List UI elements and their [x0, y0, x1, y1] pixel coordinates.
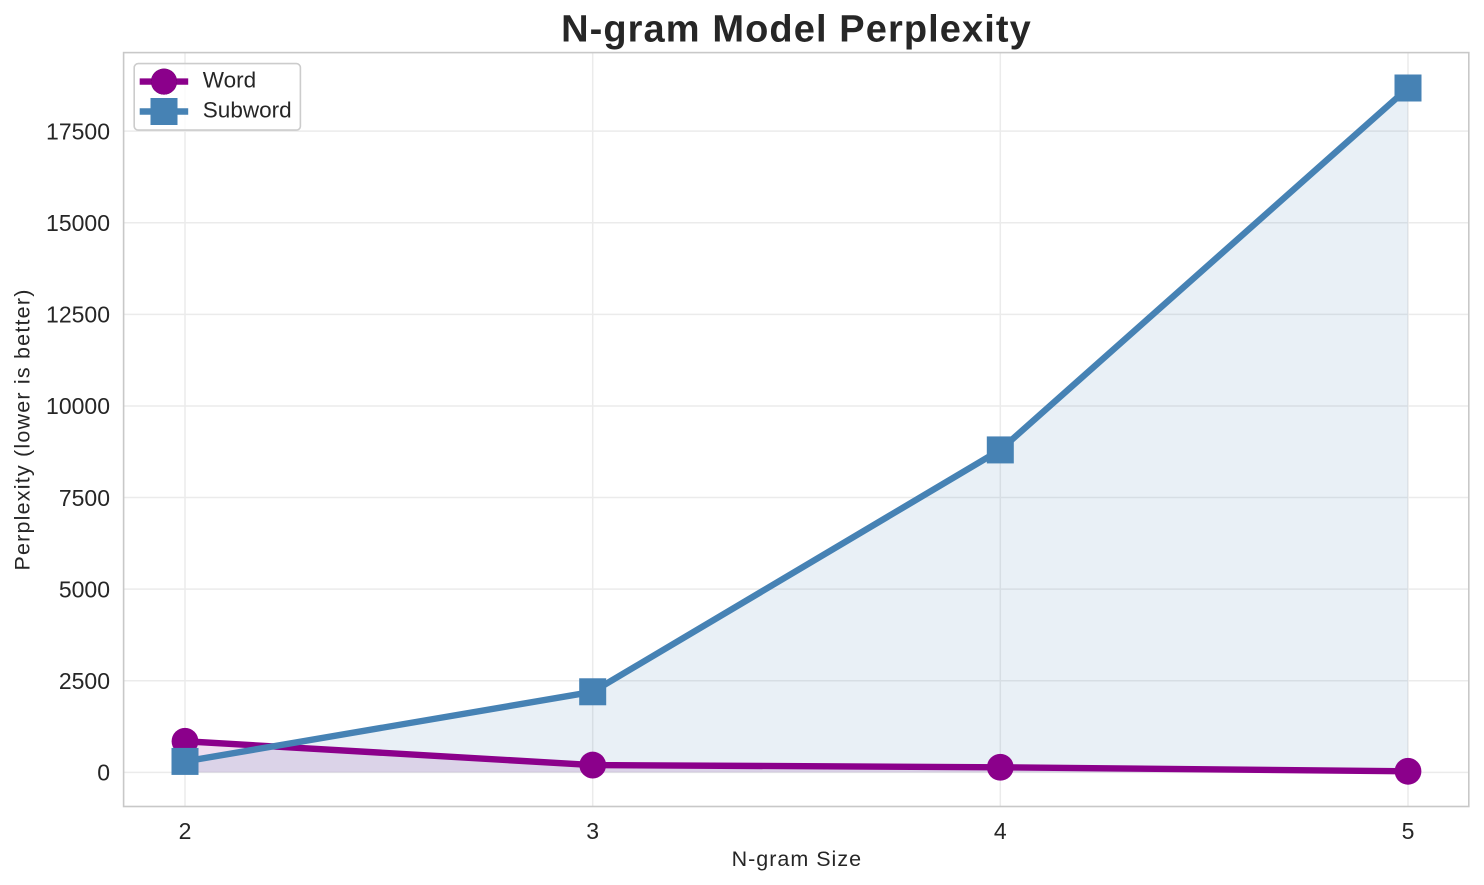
svg-text:N-gram Model Perplexity: N-gram Model Perplexity: [561, 8, 1032, 50]
svg-text:5: 5: [1402, 818, 1415, 844]
svg-text:Word: Word: [203, 67, 256, 92]
svg-text:Subword: Subword: [203, 97, 292, 122]
svg-text:12500: 12500: [46, 302, 110, 328]
svg-text:2: 2: [179, 818, 192, 844]
svg-text:0: 0: [97, 760, 110, 786]
svg-text:3: 3: [586, 818, 599, 844]
svg-text:2500: 2500: [59, 668, 110, 694]
svg-text:Perplexity (lower is better): Perplexity (lower is better): [10, 288, 34, 570]
svg-text:4: 4: [994, 818, 1007, 844]
svg-text:5000: 5000: [59, 577, 110, 603]
svg-text:17500: 17500: [46, 118, 110, 144]
svg-text:15000: 15000: [46, 210, 110, 236]
svg-text:10000: 10000: [46, 393, 110, 419]
svg-text:N-gram Size: N-gram Size: [732, 847, 862, 871]
svg-text:7500: 7500: [59, 485, 110, 511]
